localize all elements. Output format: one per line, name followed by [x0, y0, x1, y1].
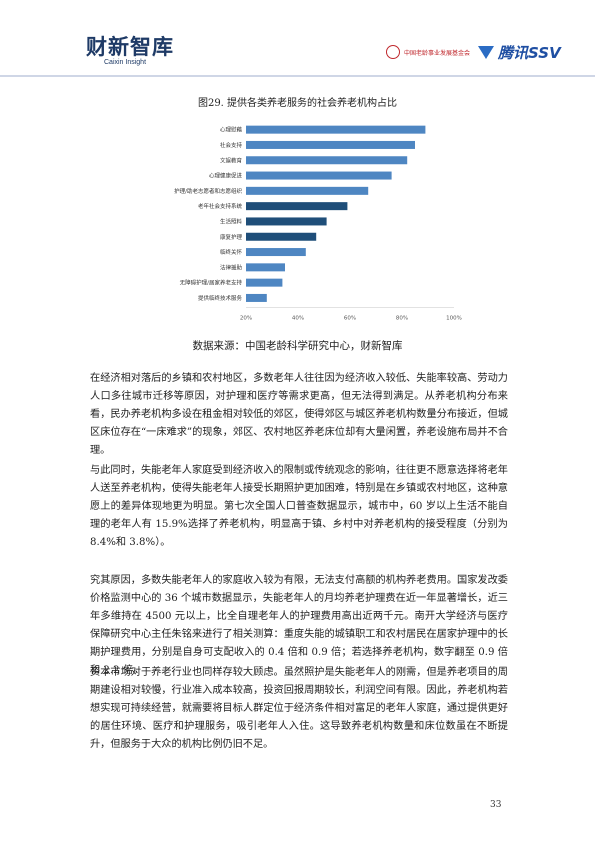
bar-chart: 心理慰藉社会支持文娱教育心理健康促进护理/助老志愿者和志愿组织老年社会支持系统生…: [174, 125, 462, 322]
x-tick-label: 80%: [396, 316, 408, 322]
category-label: 护理/助老志愿者和志愿组织: [174, 187, 242, 195]
figure-title: 图29. 提供各类养老服务的社会养老机构占比: [197, 98, 398, 109]
bar: [246, 263, 285, 272]
category-label: 提供临终技术服务: [198, 294, 243, 302]
bar: [246, 293, 267, 302]
paragraph-3: 究其原因，多数失能老年人的家庭收入较为有限，无法支付高额的机构养老费用。国家发改…: [90, 575, 508, 676]
bar: [246, 278, 283, 287]
header-divider: [0, 75, 595, 77]
bar: [246, 217, 327, 226]
page-number: 33: [490, 800, 502, 810]
x-tick-label: 60%: [344, 316, 356, 322]
paragraph-4: 资本市场对于养老行业也同样存较大顾虑。虽然照护是失能老年人的刚需，但是养老项目的…: [90, 667, 508, 750]
category-label: 康复护理: [220, 233, 243, 241]
category-label: 心理慰藉: [220, 126, 243, 134]
bar: [246, 186, 369, 195]
x-tick-label: 100%: [446, 316, 462, 322]
figure-source: 数据来源：中国老龄科学研究中心，财新智库: [192, 340, 403, 352]
foundation-seal-icon: [386, 45, 400, 59]
partner-logos: 中国老龄事业发展基金会 腾讯SSV: [386, 42, 561, 62]
x-tick-label: 40%: [292, 316, 304, 322]
tencent-ssv-icon: [478, 45, 495, 59]
category-label: 法律援助: [220, 263, 243, 271]
bar: [246, 202, 348, 211]
paragraph-2: 与此同时，失能老年人家庭受到经济收入的限制或传统观念的影响，往往更不愿意选择将老…: [90, 465, 508, 548]
caixin-logo: 财新智库 Caixin Insight: [86, 36, 174, 67]
paragraph-1: 在经济相对落后的乡镇和农村地区，多数老年人往往因为经济收入较低、失能率较高、劳动…: [90, 373, 508, 456]
category-label: 生活照料: [220, 217, 243, 225]
category-label: 无障碍护理/居家养老支持: [180, 279, 243, 287]
bar: [246, 171, 392, 180]
bar: [246, 232, 317, 241]
tencent-ssv-logo: 腾讯SSV: [498, 43, 561, 62]
category-label: 文娱教育: [220, 156, 243, 164]
category-label: 心理健康促进: [209, 172, 243, 180]
page-header: 财新智库 Caixin Insight 中国老龄事业发展基金会 腾讯SSV: [0, 0, 595, 75]
caixin-logo-cn: 财新智库: [86, 35, 174, 59]
category-label: 临终关怀: [220, 248, 243, 256]
x-tick-label: 20%: [240, 316, 252, 322]
foundation-name: 中国老龄事业发展基金会: [404, 49, 471, 57]
caixin-logo-en: Caixin Insight: [104, 59, 147, 66]
category-label: 老年社会支持系统: [198, 202, 243, 210]
bar: [246, 156, 408, 165]
category-label: 社会支持: [220, 141, 243, 149]
bar: [246, 140, 415, 149]
bar: [246, 125, 426, 134]
bar: [246, 248, 306, 257]
